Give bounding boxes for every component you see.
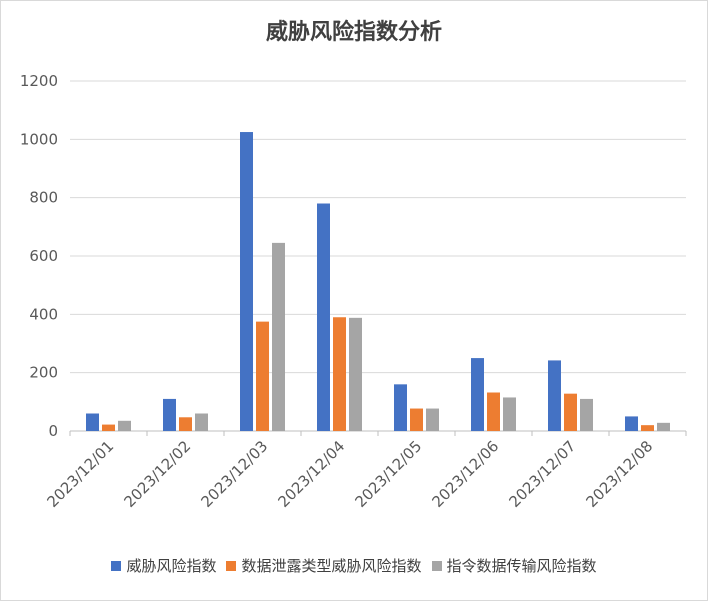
chart-title: 威胁风险指数分析: [265, 20, 442, 45]
bar-series-1-2023/12/08: [625, 416, 638, 431]
bar-series-1-2023/12/01: [86, 413, 99, 431]
bar-series-3-2023/12/06: [503, 397, 516, 431]
legend-item-series-2: 数据泄露类型威胁风险指数: [226, 555, 422, 576]
legend-item-series-1: 威胁风险指数: [111, 555, 216, 576]
bar-series-1-2023/12/05: [394, 384, 407, 431]
bar-series-3-2023/12/07: [580, 398, 593, 431]
bar-series-2-2023/12/02: [179, 417, 192, 431]
bar-series-1-2023/12/04: [317, 203, 330, 431]
x-tick-label: 2023/12/08: [582, 437, 656, 511]
y-tick-label: 0: [48, 422, 58, 440]
y-tick-label: 1200: [20, 72, 58, 90]
y-tick-label: 800: [29, 189, 58, 207]
x-tick-label: 2023/12/06: [428, 437, 502, 511]
bar-series-2-2023/12/05: [410, 408, 423, 431]
y-tick-label: 400: [29, 305, 58, 323]
bar-series-3-2023/12/01: [118, 420, 131, 431]
legend-swatch-series-3: [431, 560, 442, 571]
bar-series-3-2023/12/03: [272, 242, 285, 431]
bar-series-2-2023/12/03: [256, 321, 269, 431]
legend-label-series-3: 指令数据传输风险指数: [446, 557, 597, 575]
x-tick-label: 2023/12/01: [43, 437, 117, 511]
bar-series-3-2023/12/04: [349, 317, 362, 431]
bar-series-2-2023/12/01: [102, 424, 115, 431]
x-tick-label: 2023/12/05: [351, 437, 425, 511]
bar-series-3-2023/12/08: [657, 422, 670, 431]
y-tick-label: 200: [29, 364, 58, 382]
bar-series-2-2023/12/04: [333, 317, 346, 431]
bar-series-2-2023/12/07: [564, 393, 577, 431]
legend-label-series-1: 威胁风险指数: [126, 557, 217, 575]
bar-series-3-2023/12/05: [426, 408, 439, 431]
bar-series-1-2023/12/02: [163, 398, 176, 431]
x-tick-label: 2023/12/02: [120, 437, 194, 511]
legend: 威胁风险指数 数据泄露类型威胁风险指数 指令数据传输风险指数: [0, 555, 708, 576]
bar-series-3-2023/12/02: [195, 413, 208, 431]
y-tick-label: 600: [29, 247, 58, 265]
legend-label-series-2: 数据泄露类型威胁风险指数: [241, 557, 422, 575]
bar-series-1-2023/12/06: [471, 358, 484, 431]
x-tick-label: 2023/12/07: [505, 437, 579, 511]
x-tick-label: 2023/12/04: [274, 437, 348, 511]
legend-swatch-series-2: [226, 560, 237, 571]
bar-series-2-2023/12/06: [487, 392, 500, 431]
legend-item-series-3: 指令数据传输风险指数: [431, 555, 597, 576]
y-tick-label: 1000: [20, 130, 58, 148]
x-tick-label: 2023/12/03: [197, 437, 271, 511]
bar-series-1-2023/12/03: [240, 132, 253, 431]
bar-series-2-2023/12/08: [641, 425, 654, 431]
legend-swatch-series-1: [111, 560, 122, 571]
bar-series-1-2023/12/07: [548, 360, 561, 431]
